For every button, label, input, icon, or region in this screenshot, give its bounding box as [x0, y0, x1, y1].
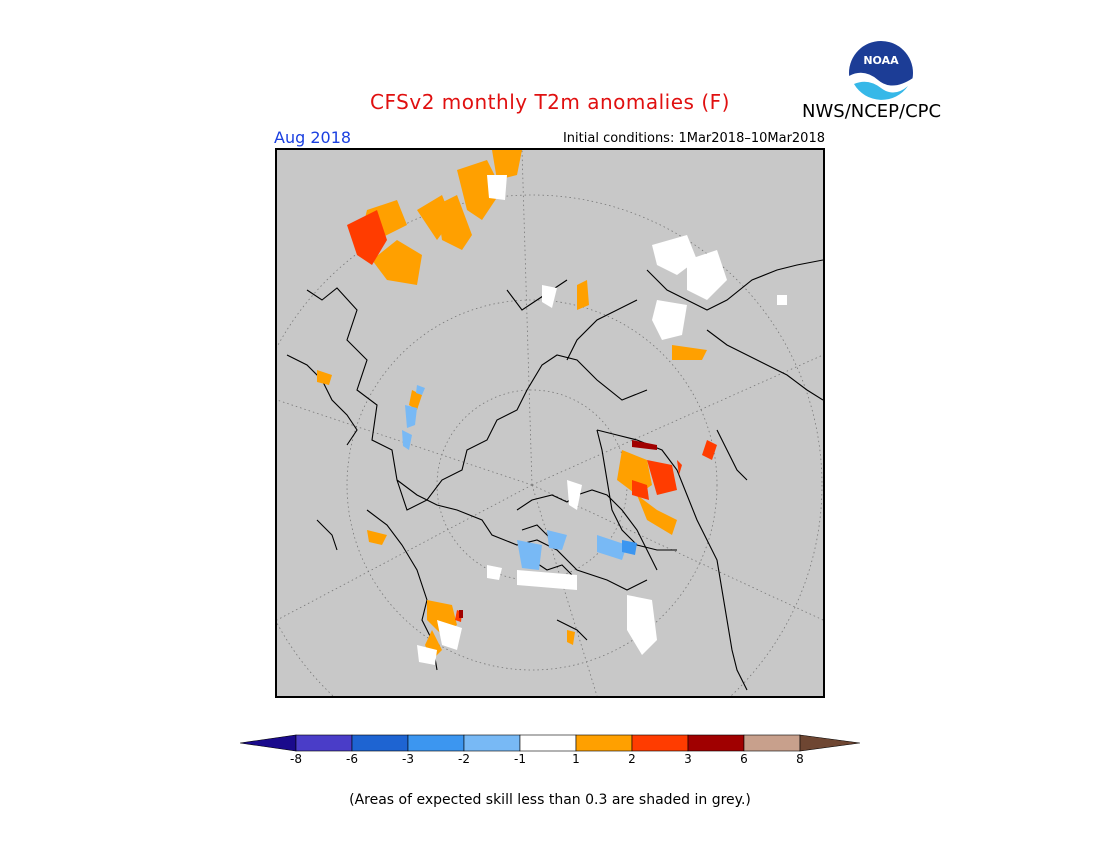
- longitude-lines: [277, 150, 823, 696]
- anomaly-regions-white: [417, 175, 787, 665]
- colorbar-bin: [687, 734, 745, 752]
- colorbar-bin: [519, 734, 577, 752]
- latitude-rings: [277, 194, 823, 696]
- anomaly-regions-blue: [622, 540, 637, 555]
- colorbar-bin: [463, 734, 521, 752]
- coastlines: [286, 259, 823, 691]
- polar-map: [275, 148, 825, 698]
- anomaly-regions-orange: [317, 150, 707, 660]
- colorbar-tick-label: -3: [402, 752, 414, 766]
- colorbar-bin: [631, 734, 689, 752]
- colorbar-bin: [240, 734, 297, 752]
- org-label: NWS/NCEP/CPC: [802, 101, 942, 122]
- colorbar-bin: [743, 734, 801, 752]
- colorbar-bin: [575, 734, 633, 752]
- colorbar-tick-label: 6: [740, 752, 748, 766]
- colorbar-bin: [407, 734, 465, 752]
- colorbar-bin: [351, 734, 409, 752]
- colorbar-tick-label: -1: [514, 752, 526, 766]
- colorbar-tick-label: -2: [458, 752, 470, 766]
- initial-conditions-label: Initial conditions: 1Mar2018–10Mar2018: [562, 131, 825, 146]
- colorbar-bin: [295, 734, 353, 752]
- svg-text:NOAA: NOAA: [863, 54, 899, 67]
- map-svg: [277, 150, 823, 696]
- colorbar-tick-label: 2: [628, 752, 636, 766]
- colorbar-tick-label: 3: [684, 752, 692, 766]
- colorbar-tick-label: 1: [572, 752, 580, 766]
- colorbar-tick-label: -8: [290, 752, 302, 766]
- skill-note: (Areas of expected skill less than 0.3 a…: [349, 792, 751, 808]
- colorbar-tick-label: 8: [796, 752, 804, 766]
- map-title: CFSv2 monthly T2m anomalies (F): [370, 90, 730, 114]
- colorbar-tick-label: -6: [346, 752, 358, 766]
- colorbar: [240, 734, 860, 752]
- valid-month-label: Aug 2018: [274, 128, 352, 147]
- noaa-logo: NOAA: [848, 41, 913, 106]
- colorbar-bin: [799, 734, 860, 752]
- anomaly-regions-red: [347, 210, 717, 622]
- anomaly-regions-darkred: [459, 440, 657, 618]
- anomaly-regions-lightblue: [402, 385, 627, 570]
